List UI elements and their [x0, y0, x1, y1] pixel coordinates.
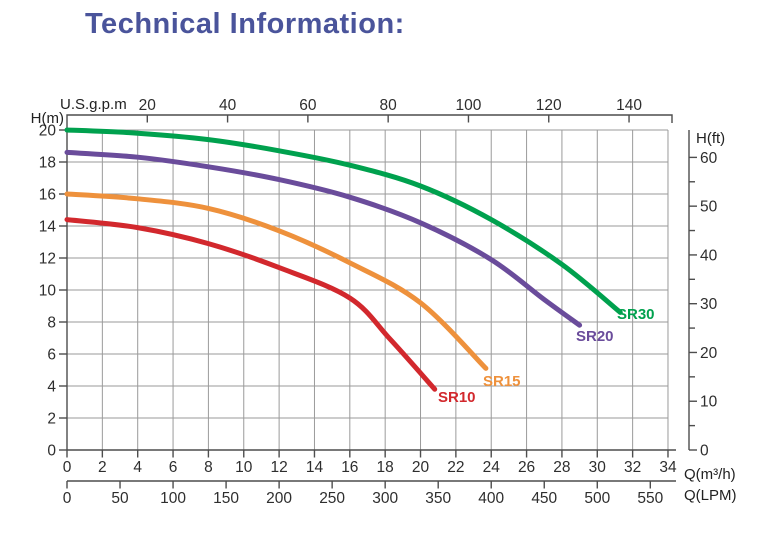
svg-text:150: 150 [213, 490, 239, 507]
svg-text:20: 20 [139, 97, 157, 114]
curve-sr30 [64, 127, 623, 315]
svg-text:4: 4 [47, 379, 56, 396]
svg-text:32: 32 [624, 459, 641, 476]
flow-axis-lpm-label: Q(LPM) [684, 487, 737, 504]
svg-text:250: 250 [319, 490, 345, 507]
svg-text:18: 18 [39, 155, 56, 172]
svg-text:24: 24 [483, 459, 501, 476]
svg-text:34: 34 [659, 459, 677, 476]
svg-text:100: 100 [160, 490, 186, 507]
svg-text:0: 0 [47, 443, 56, 460]
svg-text:28: 28 [553, 459, 570, 476]
svg-text:14: 14 [39, 219, 57, 236]
svg-text:50: 50 [700, 199, 718, 216]
grid-lines [67, 129, 669, 450]
svg-text:8: 8 [204, 459, 213, 476]
svg-text:6: 6 [47, 347, 56, 364]
flow-axis-m3h-label: Q(m³/h) [684, 466, 736, 483]
svg-text:10: 10 [235, 459, 253, 476]
svg-text:140: 140 [616, 97, 642, 114]
svg-text:2: 2 [47, 411, 56, 428]
svg-text:0: 0 [63, 459, 72, 476]
svg-text:40: 40 [219, 97, 237, 114]
svg-text:100: 100 [456, 97, 482, 114]
svg-text:120: 120 [536, 97, 562, 114]
page-title: Technical Information: [85, 8, 405, 40]
left-axis-unit-label: H(m) [31, 110, 64, 127]
svg-text:200: 200 [266, 490, 292, 507]
pump-curves [64, 127, 623, 392]
curve-label-sr15: SR15 [483, 373, 521, 390]
svg-text:8: 8 [47, 315, 56, 332]
svg-text:4: 4 [133, 459, 142, 476]
svg-text:400: 400 [478, 490, 504, 507]
svg-text:40: 40 [700, 247, 718, 264]
curve-sr10 [64, 217, 438, 392]
top-axis-unit-label: U.S.g.p.m [60, 96, 127, 113]
svg-text:30: 30 [589, 459, 607, 476]
svg-text:300: 300 [372, 490, 398, 507]
curve-sr20 [64, 149, 583, 328]
svg-text:10: 10 [700, 394, 718, 411]
svg-text:500: 500 [584, 490, 610, 507]
svg-text:350: 350 [425, 490, 451, 507]
svg-text:14: 14 [306, 459, 324, 476]
svg-text:22: 22 [447, 459, 464, 476]
curve-sr15 [64, 191, 489, 371]
svg-text:50: 50 [111, 490, 129, 507]
svg-text:0: 0 [700, 443, 709, 460]
svg-text:10: 10 [39, 283, 57, 300]
svg-text:30: 30 [700, 296, 718, 313]
svg-text:20: 20 [700, 345, 718, 362]
right-axis-unit-label: H(ft) [696, 130, 725, 147]
curve-label-sr10: SR10 [438, 389, 476, 406]
svg-text:20: 20 [412, 459, 430, 476]
svg-text:16: 16 [341, 459, 358, 476]
svg-text:2: 2 [98, 459, 107, 476]
svg-text:0: 0 [63, 490, 72, 507]
svg-text:60: 60 [700, 150, 718, 167]
svg-text:12: 12 [270, 459, 287, 476]
curve-label-sr20: SR20 [576, 328, 614, 345]
svg-text:18: 18 [377, 459, 394, 476]
svg-text:550: 550 [637, 490, 663, 507]
svg-text:16: 16 [39, 187, 56, 204]
svg-text:12: 12 [39, 251, 56, 268]
svg-text:450: 450 [531, 490, 557, 507]
svg-text:80: 80 [380, 97, 398, 114]
svg-text:60: 60 [299, 97, 317, 114]
svg-text:26: 26 [518, 459, 535, 476]
curve-label-sr30: SR30 [617, 306, 655, 323]
svg-text:20: 20 [39, 123, 57, 140]
svg-text:6: 6 [169, 459, 178, 476]
